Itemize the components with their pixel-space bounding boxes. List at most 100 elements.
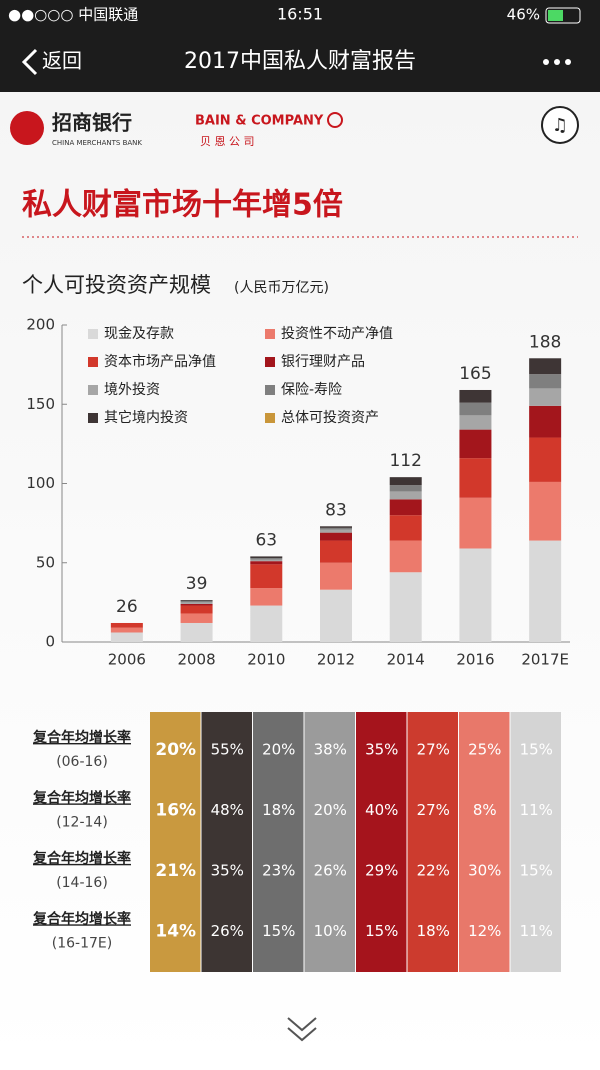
table-cell: 27%: [417, 801, 450, 819]
table-cell: 11%: [520, 922, 553, 940]
table-cell: 14%: [155, 921, 196, 941]
bar-segment: [529, 405, 562, 438]
x-tick-label: 2017E: [521, 651, 569, 669]
table-cell: 20%: [155, 740, 196, 760]
total-label: 112: [389, 451, 421, 471]
x-tick-label: 2010: [247, 651, 285, 669]
music-icon[interactable]: ♫: [552, 115, 568, 136]
table-cell: 15%: [262, 922, 295, 940]
bar-segment: [320, 540, 352, 563]
legend-swatch: [265, 329, 275, 339]
partner: BAIN & COMPANY: [195, 114, 324, 129]
legend-label: 总体可投资资产: [281, 410, 379, 426]
bar-segment: [459, 429, 492, 459]
table-column: [253, 712, 304, 972]
total-label: 188: [529, 332, 561, 352]
table-cell: 20%: [314, 801, 347, 819]
table-cell: 8%: [473, 801, 497, 819]
partner-cn: 贝 恩 公 司: [200, 135, 255, 148]
y-tick-label: 50: [36, 553, 55, 571]
bar-segment: [180, 602, 213, 604]
bar-segment: [529, 358, 562, 375]
legend-label: 资本市场产品净值: [104, 353, 216, 370]
carrier: ●●○○○ 中国联通: [8, 6, 138, 24]
bar-segment: [320, 532, 352, 541]
table-cell: 40%: [365, 801, 398, 819]
table-cell: 48%: [211, 801, 244, 819]
y-tick-label: 150: [26, 395, 55, 413]
x-tick-label: 2008: [177, 651, 215, 669]
bar-segment: [180, 605, 213, 614]
back-button[interactable]: 返回: [42, 49, 82, 73]
table-cell: 27%: [417, 741, 450, 759]
legend-label: 境外投资: [104, 382, 160, 398]
table-cell: 30%: [468, 861, 501, 879]
bank-name: 招商银行: [52, 111, 132, 135]
chart-unit: (人民币万亿元): [234, 280, 329, 296]
bar-segment: [529, 437, 562, 482]
bar-segment: [459, 415, 492, 430]
row-label: 复合年均增长率: [32, 729, 131, 746]
total-label: 39: [186, 574, 208, 594]
bar-segment: [389, 499, 422, 516]
table-cell: 18%: [417, 922, 450, 940]
legend-swatch: [88, 357, 98, 367]
legend-swatch: [265, 357, 275, 367]
table-cell: 23%: [262, 861, 295, 879]
table-column: [459, 712, 510, 972]
table-cell: 12%: [468, 922, 501, 940]
table-column: [510, 712, 561, 972]
y-tick-label: 200: [26, 316, 55, 334]
table-cell: 16%: [155, 800, 196, 820]
bar-segment: [110, 632, 143, 642]
table-column: [356, 712, 407, 972]
row-period: (14-16): [56, 875, 108, 891]
bar-segment: [250, 561, 283, 565]
x-tick-label: 2016: [456, 651, 494, 669]
y-tick-label: 100: [26, 474, 55, 492]
bar-segment: [529, 481, 562, 541]
music-button[interactable]: [541, 106, 579, 144]
top-bar: [0, 0, 600, 92]
bar-segment: [180, 622, 213, 642]
table-column: [407, 712, 458, 972]
legend-swatch: [88, 329, 98, 339]
bar-segment: [320, 562, 352, 590]
total-label: 63: [255, 530, 277, 550]
bar-segment: [459, 389, 492, 403]
table-cell: 18%: [262, 801, 295, 819]
total-label: 83: [325, 500, 347, 520]
bar-segment: [389, 477, 422, 486]
scroll-hint[interactable]: [287, 1017, 317, 1042]
table-cell: 35%: [211, 861, 244, 879]
more-icon[interactable]: [543, 59, 571, 65]
bar-segment: [250, 564, 283, 589]
legend-label: 银行理财产品: [281, 354, 365, 370]
x-tick-label: 2014: [387, 651, 425, 669]
bar-segment: [250, 559, 283, 562]
table-cell: 22%: [417, 861, 450, 879]
bar-segment: [389, 540, 422, 573]
bar-segment: [389, 485, 422, 492]
bar-segment: [459, 402, 492, 416]
bar-segment: [529, 374, 562, 389]
table-cell: 15%: [520, 861, 553, 879]
row-period: (06-16): [56, 754, 108, 770]
table-cell: 10%: [314, 922, 347, 940]
legend-label: 其它境内投资: [104, 409, 188, 426]
table-cell: 15%: [520, 741, 553, 759]
table-cell: 11%: [520, 801, 553, 819]
row-period: (12-14): [56, 814, 108, 830]
bar-segment: [389, 491, 422, 500]
table-cell: 21%: [155, 861, 196, 881]
bank-logo: [10, 111, 44, 145]
back-icon[interactable]: [21, 48, 38, 76]
bar-segment: [320, 526, 352, 528]
row-label: 复合年均增长率: [32, 910, 131, 927]
partner-logo: [327, 112, 343, 128]
bar-segment: [529, 540, 562, 642]
y-tick-label: 0: [45, 633, 55, 651]
legend-label: 投资性不动产净值: [281, 326, 393, 342]
table-column: [201, 712, 252, 972]
